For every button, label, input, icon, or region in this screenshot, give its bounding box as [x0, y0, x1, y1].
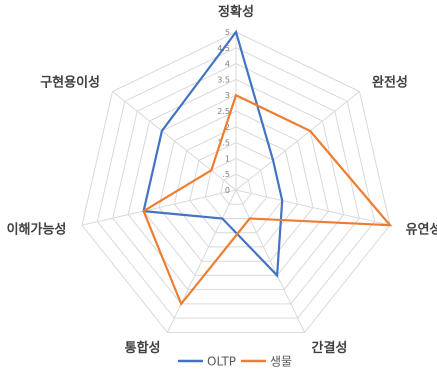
- grid-ring-1: [220, 173, 252, 205]
- grid-ring-4: [173, 126, 299, 248]
- grid-ring-2: [204, 157, 268, 219]
- legend-label-oltp: OLTP: [207, 355, 236, 369]
- tick-label-6: 3: [225, 91, 230, 100]
- category-label-0: 정확성: [218, 4, 254, 20]
- category-label-1: 완전성: [372, 75, 408, 91]
- series-line-1: [142, 93, 393, 307]
- grid-ring-8: [112, 63, 360, 305]
- category-label-3: 간결성: [312, 340, 348, 356]
- category-label-4: 통합성: [125, 340, 161, 356]
- tick-label-0: 0: [225, 186, 230, 195]
- spoke-4: [166, 189, 237, 333]
- tick-label-8: 4: [225, 60, 230, 69]
- legend-label-bio: 생물: [270, 355, 292, 369]
- spoke-3: [235, 189, 306, 333]
- category-label-6: 구현용이성: [40, 75, 100, 91]
- series-lines: [142, 29, 393, 307]
- tick-label-1: .5: [222, 170, 230, 179]
- series-line-0: [142, 29, 284, 278]
- tick-label-10: 5: [225, 28, 230, 37]
- spoke-6: [112, 91, 237, 191]
- grid-ring-7: [127, 78, 345, 291]
- tick-label-4: 2: [225, 123, 230, 132]
- spoke-1: [235, 91, 360, 191]
- spoke-2: [235, 189, 391, 226]
- tick-label-5: 2.5: [217, 107, 230, 116]
- tick-label-2: 1: [225, 154, 230, 163]
- grid-ring-5: [158, 110, 314, 262]
- radar-grid: [81, 31, 391, 333]
- tick-label-3: 1.5: [217, 139, 230, 148]
- spoke-5: [81, 189, 237, 226]
- grid-ring-10: [81, 31, 391, 333]
- category-label-5: 이해가능성: [7, 222, 67, 238]
- category-label-2: 유연성: [406, 223, 437, 238]
- grid-ring-9: [96, 47, 376, 319]
- legend: OLTP 생물: [178, 355, 292, 369]
- tick-label-7: 3.5: [217, 75, 230, 84]
